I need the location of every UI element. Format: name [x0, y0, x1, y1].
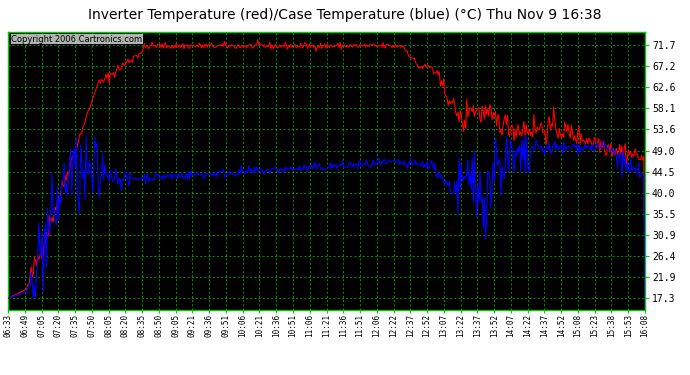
- Text: Inverter Temperature (red)/Case Temperature (blue) (°C) Thu Nov 9 16:38: Inverter Temperature (red)/Case Temperat…: [88, 8, 602, 22]
- Text: Copyright 2006 Cartronics.com: Copyright 2006 Cartronics.com: [11, 35, 142, 44]
